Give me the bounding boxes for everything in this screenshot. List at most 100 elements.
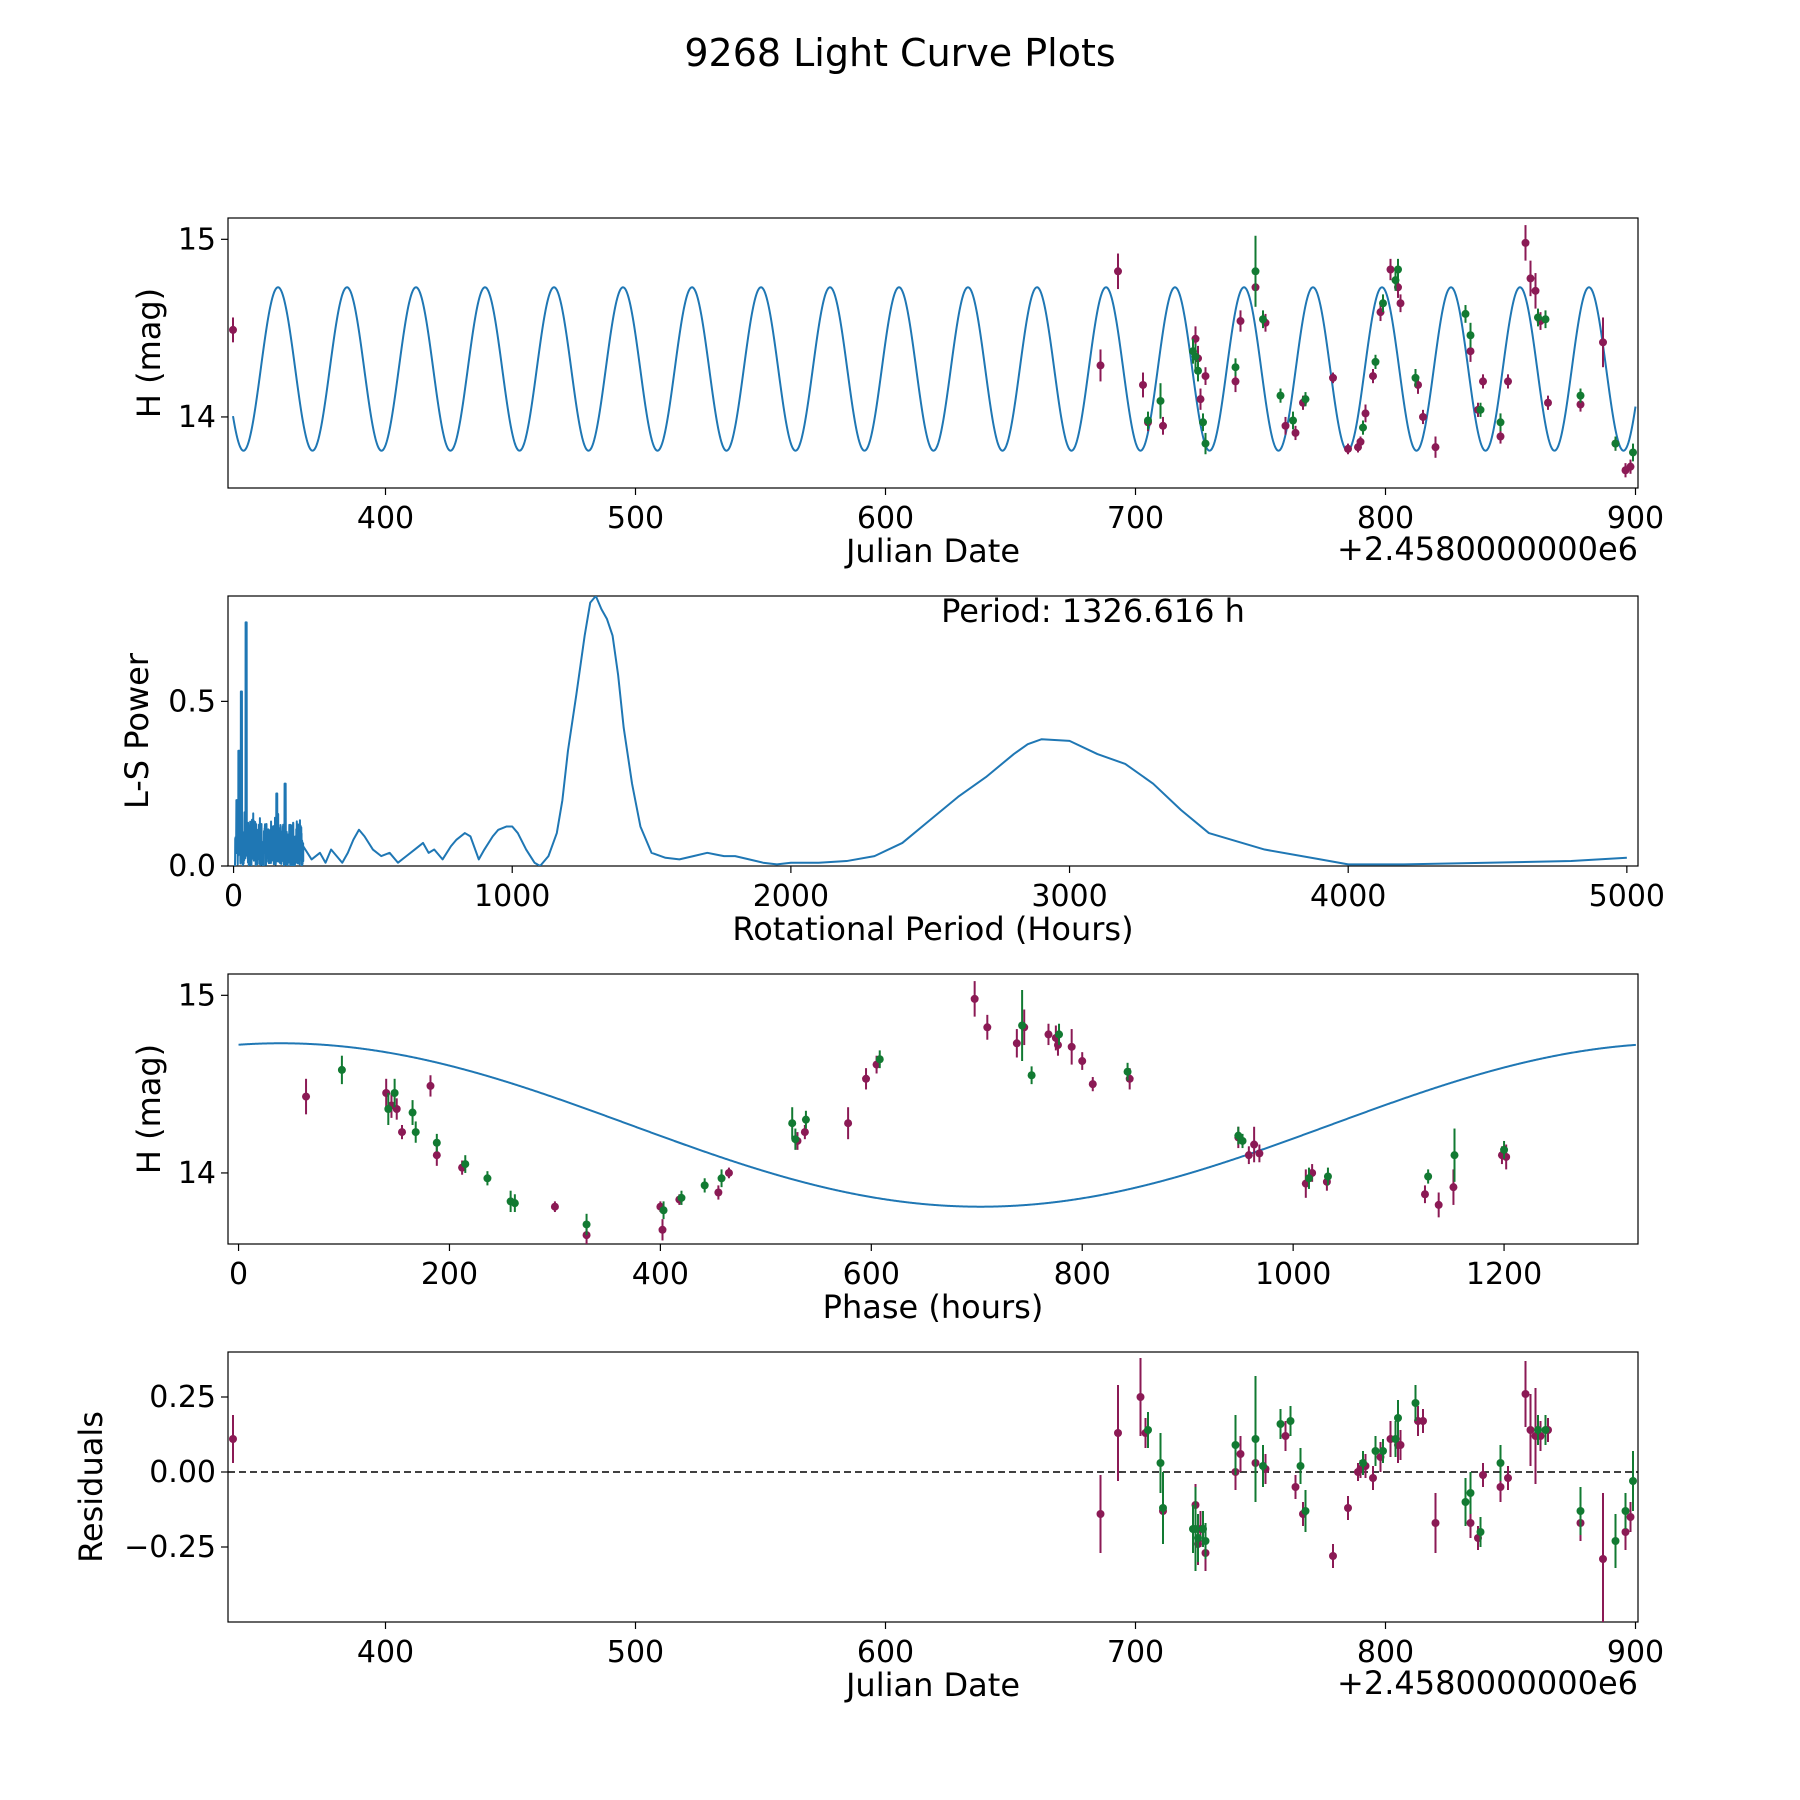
phase-folded-ylabel: H (mag) bbox=[130, 1044, 168, 1174]
phase-folded-xlabel: Phase (hours) bbox=[823, 1288, 1044, 1326]
light-curve-data-point bbox=[1194, 366, 1202, 375]
residuals-xtick-label: 800 bbox=[1357, 1635, 1414, 1670]
residuals-x-offset: +2.4580000000e6 bbox=[1337, 1664, 1638, 1702]
phase-folded-data-point bbox=[1323, 1172, 1332, 1181]
residuals-data-point bbox=[1526, 1426, 1535, 1434]
residuals-data-point bbox=[1359, 1459, 1367, 1467]
phase-folded-model-curve bbox=[238, 1042, 1636, 1208]
phase-folded-data-point bbox=[1500, 1145, 1509, 1154]
residuals-data-point bbox=[1504, 1474, 1512, 1482]
residuals-frame bbox=[227, 1351, 1639, 1623]
phase-folded-marks bbox=[238, 981, 1636, 1244]
phase-folded-data-point bbox=[1053, 1041, 1062, 1050]
light-curve-xtick-label: 400 bbox=[357, 501, 414, 536]
light-curve-data-point bbox=[1531, 286, 1540, 295]
residuals-data-point bbox=[1231, 1441, 1240, 1449]
phase-folded-data-point bbox=[384, 1105, 393, 1113]
light-curve-data-point bbox=[1114, 267, 1122, 276]
phase-folded-data-point bbox=[1012, 1039, 1021, 1048]
residuals-data-point bbox=[1476, 1528, 1485, 1536]
light-curve-data-point bbox=[1259, 315, 1267, 324]
light-curve-data-point bbox=[1236, 317, 1245, 326]
residuals-ticks: 400 500 600 700 800 900 −0.25 0.00 0.25 bbox=[124, 1380, 1664, 1670]
phase-folded-data-point bbox=[1044, 1030, 1053, 1039]
light-curve-data-point bbox=[1541, 315, 1550, 324]
light-curve-data-point bbox=[229, 325, 237, 334]
residuals-data-point bbox=[1534, 1426, 1542, 1434]
phase-folded-data-point bbox=[1067, 1042, 1076, 1051]
phase-folded-data-point bbox=[550, 1202, 559, 1211]
light-curve-data-point bbox=[1576, 391, 1585, 400]
light-curve-data-point bbox=[1496, 418, 1505, 427]
residuals-data-point bbox=[1626, 1513, 1635, 1521]
light-curve-data-point bbox=[1466, 347, 1475, 356]
phase-folded-data-point bbox=[426, 1081, 435, 1090]
phase-folded-data-point bbox=[788, 1119, 797, 1128]
light-curve-data-point bbox=[1301, 395, 1310, 404]
phase-folded-data-point bbox=[714, 1188, 723, 1197]
phase-folded-data-point bbox=[1250, 1140, 1259, 1149]
residuals-data-point bbox=[1281, 1432, 1290, 1440]
phase-folded-ytick-label: 15 bbox=[178, 978, 216, 1013]
light-curve-xtick-label: 800 bbox=[1357, 501, 1414, 536]
periodogram-ytick-label: 0.0 bbox=[168, 849, 216, 884]
light-curve-panel: 400 500 600 700 800 900 14 15 Julian Date +2.45… bbox=[130, 217, 1664, 570]
light-curve-data-point bbox=[1379, 299, 1387, 308]
light-curve-frame bbox=[227, 217, 1639, 489]
phase-folded-xtick-label: 1000 bbox=[1255, 1257, 1331, 1292]
residuals-data-point bbox=[1259, 1462, 1267, 1470]
residuals-data-point bbox=[1629, 1477, 1637, 1485]
residuals-data-point bbox=[1599, 1555, 1607, 1563]
periodogram-xtick-label: 5000 bbox=[1589, 879, 1665, 914]
phase-folded-data-point bbox=[700, 1181, 709, 1190]
phase-folded-data-point bbox=[461, 1160, 470, 1169]
residuals-data-point bbox=[1296, 1462, 1305, 1470]
phase-folded-data-point bbox=[432, 1151, 441, 1160]
periodogram-marks bbox=[233, 596, 1627, 866]
residuals-data-point bbox=[1286, 1417, 1295, 1425]
periodogram-xtick-label: 2000 bbox=[753, 879, 829, 914]
phase-folded-data-point bbox=[1450, 1151, 1459, 1160]
light-curve-data-point bbox=[1369, 372, 1377, 381]
residuals-data-point bbox=[1541, 1426, 1550, 1434]
periodogram-xtick-label: 1000 bbox=[474, 879, 550, 914]
light-curve-marks bbox=[229, 225, 1637, 478]
light-curve-data-point bbox=[1394, 265, 1402, 274]
residuals-data-point bbox=[1136, 1393, 1145, 1401]
phase-folded-data-point bbox=[1255, 1149, 1264, 1158]
phase-folded-ytick-label: 14 bbox=[178, 1156, 216, 1191]
light-curve-data-point bbox=[1504, 377, 1512, 386]
residuals-data-point bbox=[1431, 1519, 1440, 1527]
residuals-data-point bbox=[1276, 1420, 1285, 1428]
residuals-data-point bbox=[1329, 1552, 1337, 1560]
light-curve-data-point bbox=[1599, 338, 1607, 347]
light-curve-data-point bbox=[1411, 373, 1420, 382]
residuals-xtick-label: 700 bbox=[1107, 1635, 1164, 1670]
light-curve-data-point bbox=[1251, 267, 1260, 276]
phase-folded-data-point bbox=[1304, 1174, 1313, 1183]
residuals-data-point bbox=[1461, 1498, 1470, 1506]
phase-folded-data-point bbox=[1078, 1057, 1087, 1066]
residuals-data-point bbox=[1344, 1504, 1352, 1512]
light-curve-data-point bbox=[1144, 416, 1152, 425]
phase-folded-data-point bbox=[390, 1089, 399, 1098]
light-curve-data-point bbox=[1371, 357, 1380, 366]
phase-folded-data-point bbox=[844, 1119, 853, 1128]
residuals-data-point bbox=[1144, 1426, 1152, 1434]
phase-folded-data-point bbox=[337, 1065, 346, 1074]
phase-folded-data-point bbox=[1424, 1172, 1433, 1181]
periodogram-ylabel: L-S Power bbox=[118, 652, 156, 809]
phase-folded-data-point bbox=[970, 994, 979, 1003]
residuals-data-point bbox=[1621, 1528, 1630, 1536]
residuals-data-point bbox=[1301, 1507, 1310, 1515]
residuals-data-point bbox=[1251, 1435, 1260, 1443]
light-curve-data-point bbox=[1521, 238, 1530, 247]
periodogram-frame bbox=[227, 595, 1639, 867]
light-curve-data-point bbox=[1629, 448, 1637, 457]
residuals-data-point bbox=[1521, 1390, 1530, 1398]
phase-folded-xtick-label: 600 bbox=[843, 1257, 900, 1292]
phase-folded-data-point bbox=[582, 1220, 591, 1229]
periodogram-xtick-label: 3000 bbox=[1031, 879, 1107, 914]
phase-folded-data-point bbox=[1434, 1200, 1443, 1209]
